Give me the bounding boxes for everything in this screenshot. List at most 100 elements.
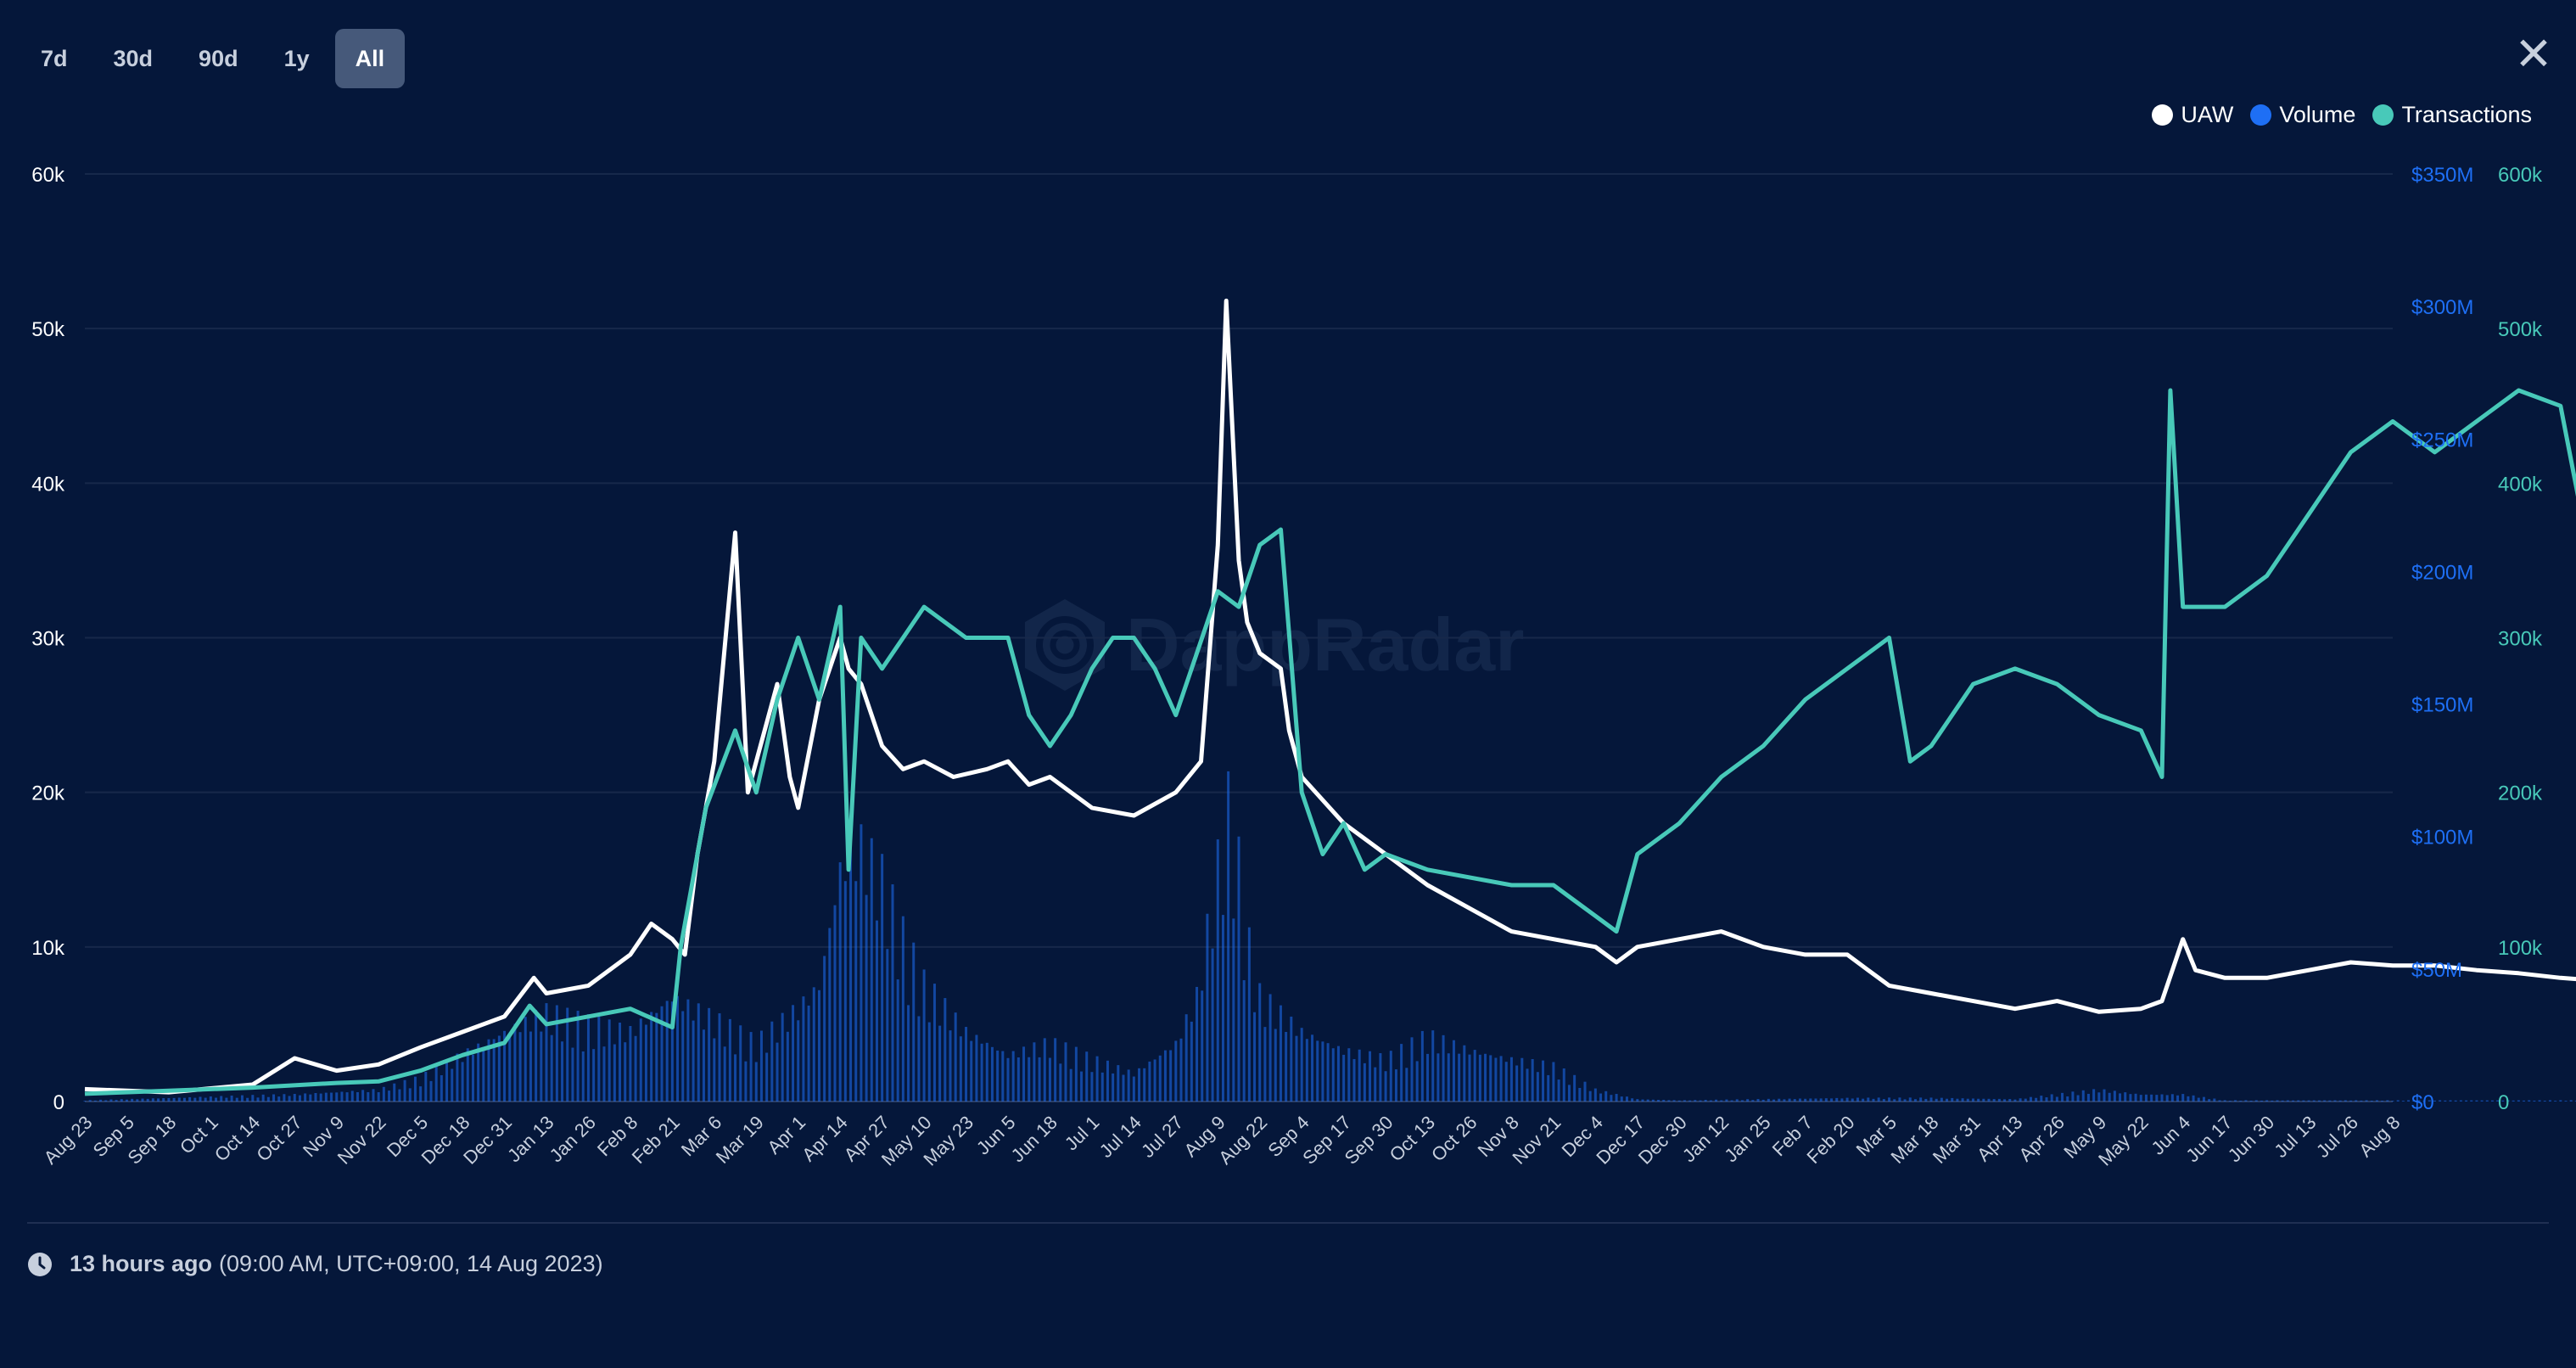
volume-bar [193, 1097, 197, 1102]
volume-bar [1862, 1098, 1865, 1102]
volume-bar [456, 1053, 459, 1102]
volume-bar [319, 1093, 322, 1102]
volume-bar [1290, 1016, 1293, 1102]
volume-bar [2286, 1100, 2289, 1102]
volume-bar [2292, 1100, 2295, 1102]
volume-bar [109, 1099, 113, 1102]
volume-bar [970, 1040, 973, 1102]
x-tick-label: Jun 30 [2224, 1112, 2278, 1166]
volume-bar [1489, 1055, 1492, 1102]
legend-dot-volume [2250, 104, 2272, 126]
volume-bar [1369, 1051, 1372, 1102]
volume-bar [382, 1086, 385, 1102]
volume-bar [786, 1031, 789, 1102]
range-tab-7d[interactable]: 7d [41, 45, 68, 71]
volume-bar [1819, 1098, 1823, 1102]
volume-bar [104, 1100, 108, 1102]
volume-bar [708, 1007, 711, 1102]
volume-bar [734, 1054, 737, 1102]
volume-bar [686, 999, 690, 1102]
volume-bar [2528, 1100, 2531, 1102]
volume-bar [2076, 1095, 2080, 1102]
volume-bar [1935, 1098, 1938, 1102]
volume-bar [540, 1031, 543, 1102]
volume-bar [1179, 1038, 1183, 1102]
volume-bar [692, 1020, 695, 1102]
volume-bar [2086, 1093, 2090, 1102]
volume-bar [1347, 1048, 1351, 1102]
volume-bar [2449, 1100, 2452, 1102]
volume-bar [1547, 1074, 1550, 1102]
volume-bar [1358, 1049, 1361, 1102]
volume-bar [513, 1023, 517, 1102]
volume-bar [1090, 1072, 1094, 1102]
volume-bar [2470, 1100, 2473, 1102]
volume-bar [1484, 1053, 1487, 1102]
volume-bar [571, 1047, 574, 1102]
volume-bar [125, 1099, 128, 1102]
volume-bar [434, 1065, 438, 1102]
volume-bar [1683, 1100, 1686, 1102]
close-icon[interactable]: ✕ [2514, 29, 2553, 80]
volume-bar [1227, 771, 1230, 1102]
volume-bar [266, 1096, 270, 1102]
volume-bar [529, 1031, 532, 1102]
volume-bar [1048, 1057, 1051, 1102]
volume-bar [1138, 1068, 1141, 1102]
x-tick-label: Mar 19 [712, 1112, 768, 1168]
volume-bar [2381, 1101, 2384, 1102]
volume-bar [1311, 1034, 1314, 1102]
volume-bar [261, 1094, 265, 1102]
volume-bar [298, 1095, 301, 1102]
footer: 13 hours ago (09:00 AM, UTC+09:00, 14 Au… [27, 1251, 603, 1277]
volume-bar [1767, 1098, 1770, 1102]
x-tick-label: Feb 21 [628, 1112, 684, 1168]
volume-bar [1410, 1037, 1414, 1102]
x-tick-label: Aug 22 [1214, 1112, 1271, 1169]
volume-bar [1756, 1099, 1760, 1102]
volume-bar [388, 1090, 391, 1102]
volume-bar [188, 1096, 192, 1102]
volume-bar [2244, 1100, 2248, 1102]
volume-bar [1552, 1062, 1555, 1102]
volume-bar [115, 1100, 118, 1102]
volume-bar [561, 1041, 564, 1102]
range-tab-1y[interactable]: 1y [283, 45, 310, 71]
legend-item-transactions[interactable]: Transactions [2372, 102, 2532, 128]
volume-bar [1022, 1046, 1026, 1102]
x-tick-label: Dec 30 [1634, 1112, 1691, 1169]
volume-bar [1127, 1069, 1130, 1102]
volume-bar [1384, 1071, 1387, 1102]
range-tab-all[interactable]: All [334, 29, 406, 88]
volume-bar [2360, 1100, 2363, 1102]
volume-bar [2490, 1100, 2494, 1102]
volume-bar [2569, 1100, 2573, 1102]
volume-bar [912, 942, 916, 1102]
volume-bar [797, 1020, 800, 1102]
volume-bar [482, 1046, 485, 1102]
volume-bar [1593, 1088, 1597, 1102]
volume-bar [408, 1088, 412, 1102]
volume-bar [1778, 1098, 1781, 1102]
x-tick-label: Sep 18 [123, 1112, 180, 1169]
volume-bar [802, 996, 805, 1102]
volume-bar [1153, 1059, 1156, 1102]
legend-item-volume[interactable]: Volume [2250, 102, 2355, 128]
volume-bar [204, 1097, 207, 1102]
legend-item-uaw[interactable]: UAW [2152, 102, 2233, 128]
volume-bar [445, 1059, 449, 1102]
y-left-tick-label: 60k [31, 164, 65, 187]
range-tab-30d[interactable]: 30d [113, 45, 154, 71]
volume-bar [2071, 1091, 2075, 1102]
y-left-tick-label: 50k [31, 318, 65, 341]
range-tab-90d[interactable]: 90d [199, 45, 238, 71]
volume-bar [1657, 1100, 1660, 1102]
volume-bar [1783, 1099, 1786, 1102]
volume-bar [99, 1099, 103, 1102]
x-tick-label: Oct 13 [1386, 1112, 1440, 1166]
volume-bar [2187, 1096, 2190, 1102]
volume-bar [550, 1034, 553, 1102]
volume-bar [1190, 1021, 1193, 1102]
volume-bar [345, 1092, 349, 1102]
volume-bar [1515, 1065, 1519, 1102]
